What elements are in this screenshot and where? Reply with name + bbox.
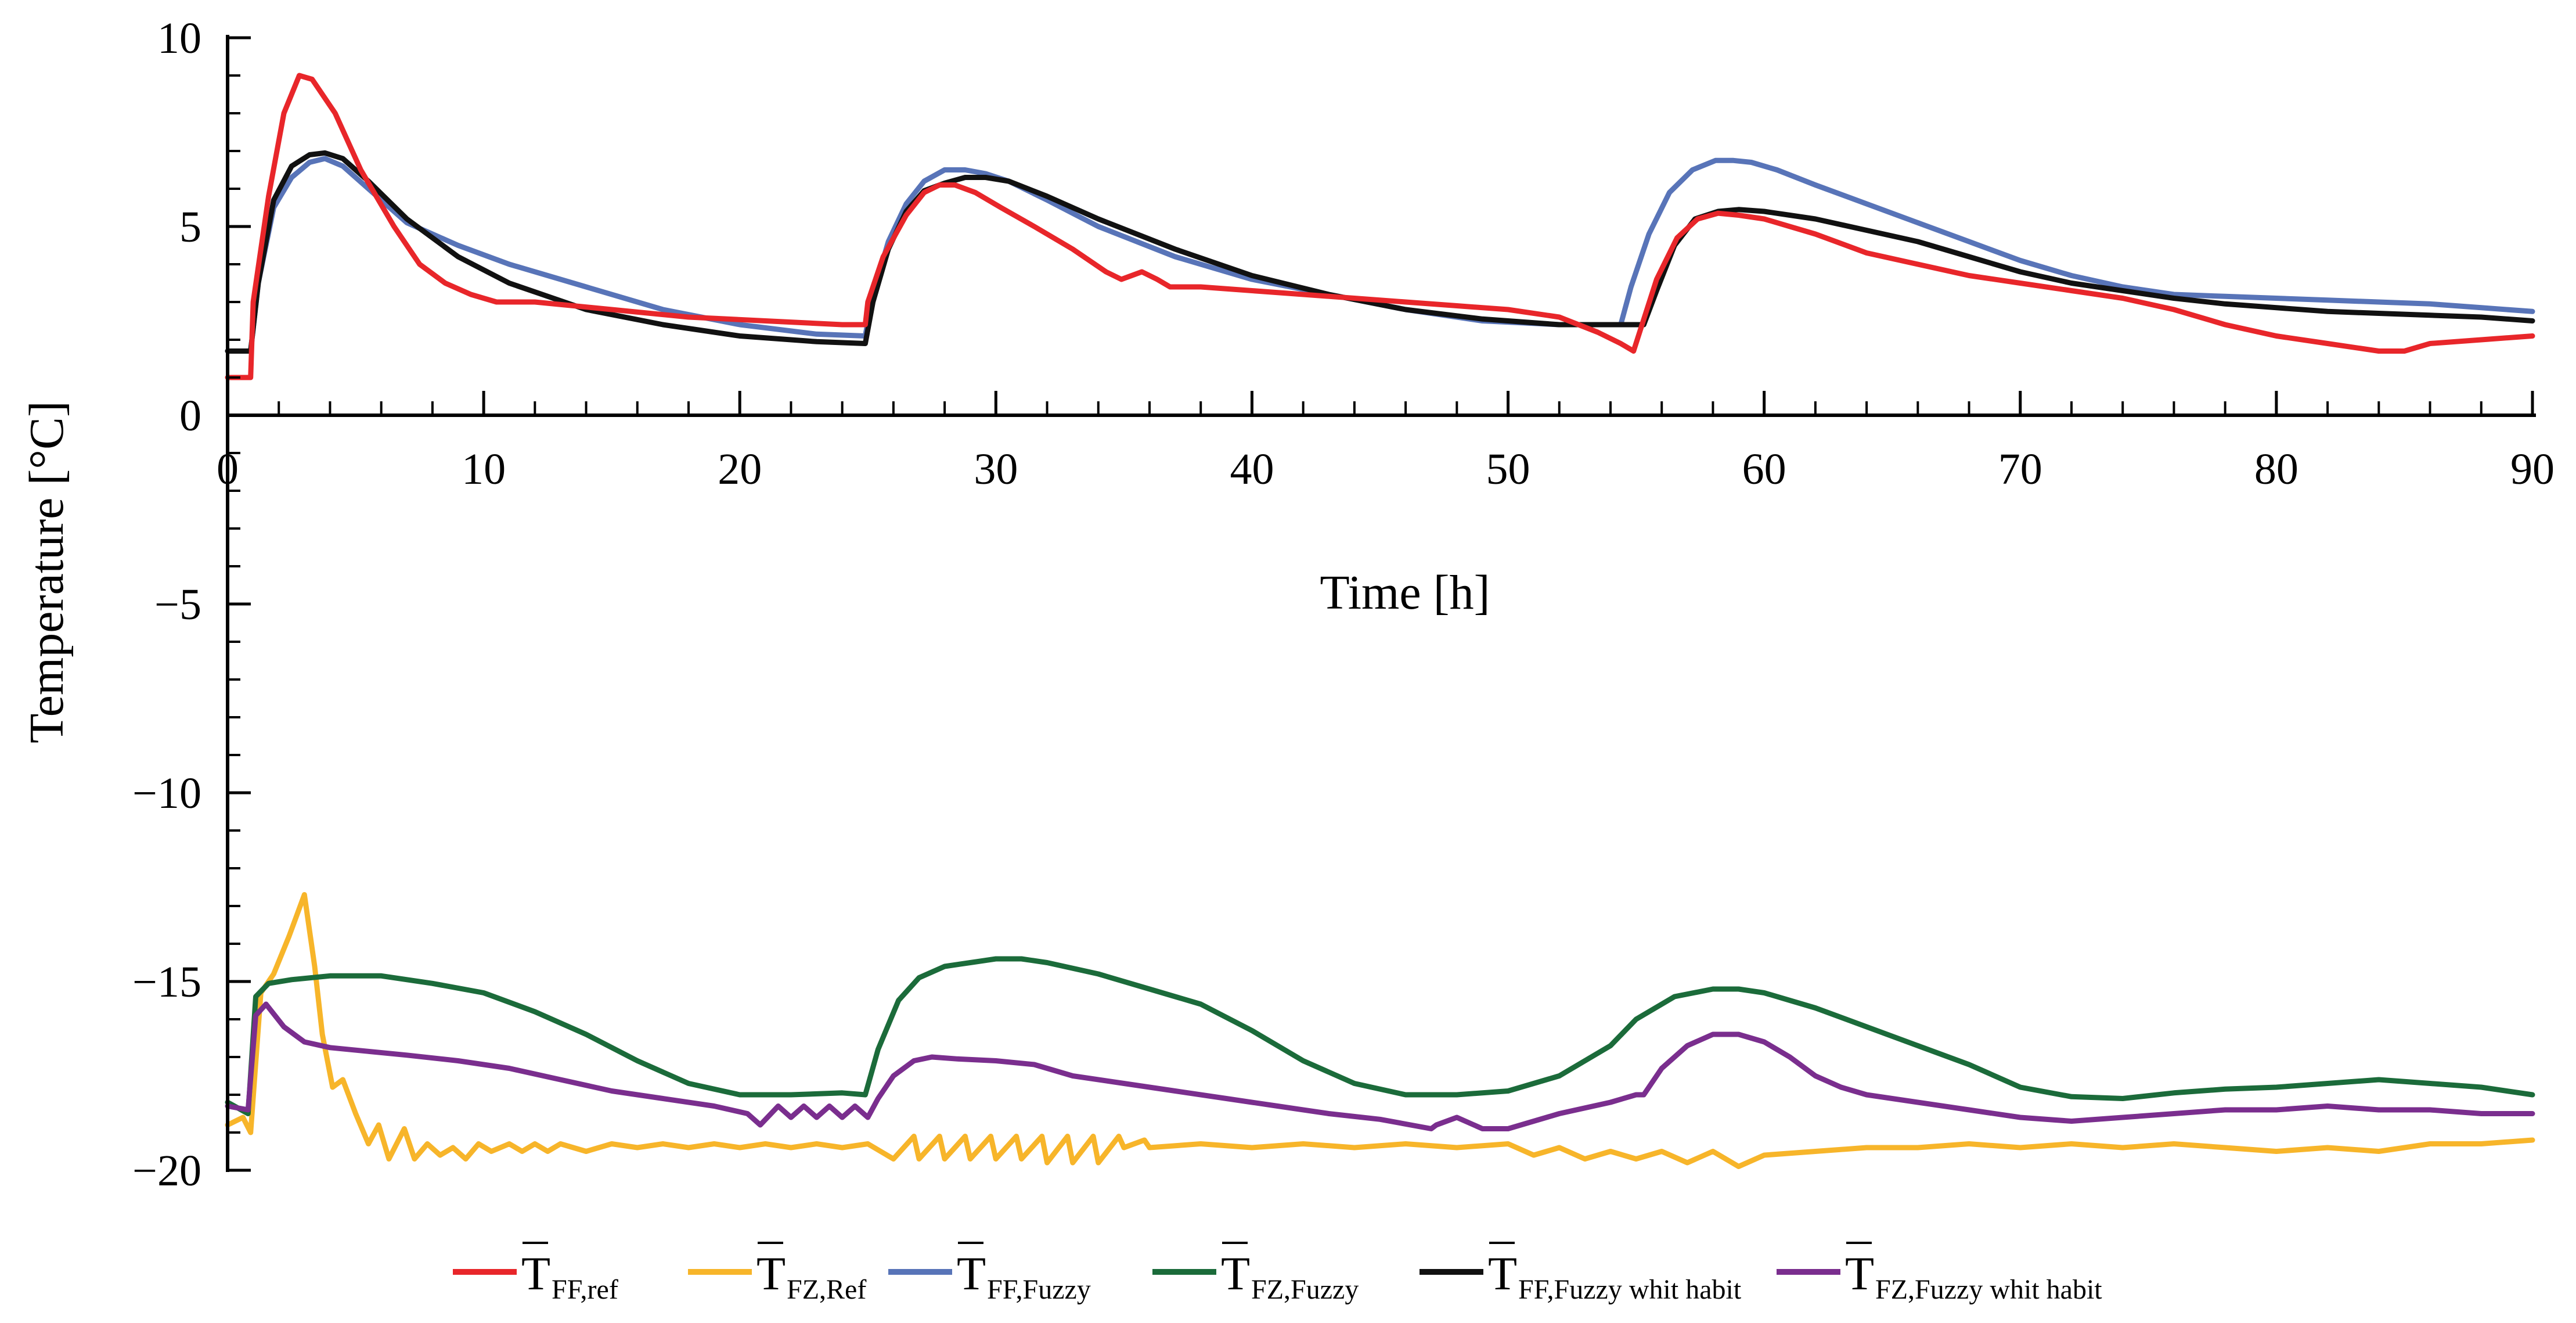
legend-entry: T FZ,Fuzzy bbox=[1152, 1242, 1359, 1305]
x-axis-title: Time [h] bbox=[1320, 566, 1490, 620]
legend-entry: T FZ,Ref bbox=[688, 1242, 866, 1305]
legend-entry: T FF,ref bbox=[453, 1242, 618, 1305]
legend-symbol: T bbox=[1488, 1247, 1517, 1300]
y-axis-title: Temperature [°C] bbox=[20, 401, 74, 743]
plot-lines bbox=[225, 73, 2535, 1169]
legend-entry: T FF,Fuzzy bbox=[888, 1242, 1091, 1305]
series-line-0 bbox=[225, 73, 2535, 380]
legend-subscript: FZ,Fuzzy whit habit bbox=[1875, 1274, 2102, 1305]
tick-marks bbox=[226, 36, 2534, 1172]
y-tick-label: −10 bbox=[132, 769, 201, 818]
legend-symbol: T bbox=[957, 1247, 986, 1300]
legend-symbol: T bbox=[1845, 1247, 1874, 1300]
legend-subscript: FF,Fuzzy whit habit bbox=[1518, 1274, 1742, 1305]
x-tick-label: 80 bbox=[2254, 445, 2298, 494]
legend-symbol: T bbox=[756, 1247, 786, 1300]
series-line-2 bbox=[225, 156, 2535, 354]
legend-subscript: FF,ref bbox=[552, 1274, 618, 1305]
series-line-4 bbox=[225, 150, 2535, 354]
series-line-5 bbox=[225, 1001, 2535, 1131]
legend-subscript: FF,Fuzzy bbox=[987, 1274, 1091, 1305]
x-tick-label: 60 bbox=[1742, 445, 1786, 494]
series-line-3 bbox=[225, 956, 2535, 1116]
legend-subscript: FZ,Ref bbox=[787, 1274, 866, 1305]
x-tick-label: 50 bbox=[1486, 445, 1530, 494]
x-tick-label: 0 bbox=[217, 445, 239, 494]
series-line-1 bbox=[225, 892, 2535, 1169]
y-tick-label: −15 bbox=[132, 958, 201, 1006]
x-tick-label: 40 bbox=[1230, 445, 1274, 494]
y-tick-label: −5 bbox=[154, 580, 201, 629]
y-tick-label: −20 bbox=[132, 1146, 201, 1195]
legend-entry: T FZ,Fuzzy whit habit bbox=[1777, 1242, 2102, 1305]
x-tick-label: 90 bbox=[2510, 445, 2555, 494]
x-tick-label: 70 bbox=[1998, 445, 2042, 494]
y-tick-label: 10 bbox=[157, 14, 201, 63]
legend-symbol: T bbox=[521, 1247, 550, 1300]
legend-subscript: FZ,Fuzzy bbox=[1251, 1274, 1359, 1305]
legend-entry: T FF,Fuzzy whit habit bbox=[1419, 1242, 1742, 1305]
y-tick-label: 0 bbox=[179, 391, 201, 440]
legend-symbol: T bbox=[1221, 1247, 1250, 1300]
x-tick-label: 30 bbox=[974, 445, 1018, 494]
x-tick-label: 10 bbox=[462, 445, 506, 494]
x-tick-label: 20 bbox=[718, 445, 762, 494]
legend: T FF,ref T FZ,Ref T FF,Fuzzy T FZ,Fuzzy T FF,Fuzz… bbox=[453, 1242, 2102, 1305]
y-tick-label: 5 bbox=[179, 203, 201, 251]
